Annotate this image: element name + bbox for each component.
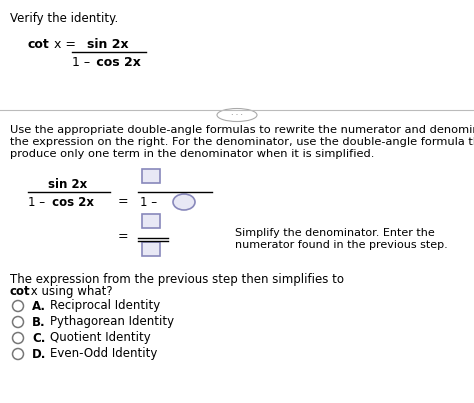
Text: produce only one term in the denominator when it is simplified.: produce only one term in the denominator… bbox=[10, 149, 374, 159]
Text: B.: B. bbox=[32, 316, 46, 328]
Text: D.: D. bbox=[32, 347, 46, 361]
Text: x =: x = bbox=[50, 38, 76, 51]
Text: =: = bbox=[118, 230, 128, 243]
Text: sin 2x: sin 2x bbox=[87, 38, 129, 51]
Text: 1 –: 1 – bbox=[28, 196, 45, 209]
Text: 1 –: 1 – bbox=[140, 196, 157, 209]
Text: Verify the identity.: Verify the identity. bbox=[10, 12, 118, 25]
FancyBboxPatch shape bbox=[142, 214, 160, 228]
Text: cot: cot bbox=[10, 285, 31, 298]
Text: Quotient Identity: Quotient Identity bbox=[50, 332, 151, 345]
Text: cos 2x: cos 2x bbox=[92, 56, 141, 69]
Text: cot: cot bbox=[28, 38, 50, 51]
Text: C.: C. bbox=[32, 332, 46, 345]
Text: numerator found in the previous step.: numerator found in the previous step. bbox=[235, 240, 448, 250]
Text: the expression on the right. For the denominator, use the double-angle formula t: the expression on the right. For the den… bbox=[10, 137, 474, 147]
Text: The expression from the previous step then simplifies to: The expression from the previous step th… bbox=[10, 273, 348, 286]
Text: 1 –: 1 – bbox=[72, 56, 90, 69]
Text: · · ·: · · · bbox=[231, 110, 243, 120]
Text: A.: A. bbox=[32, 299, 46, 312]
Text: Reciprocal Identity: Reciprocal Identity bbox=[50, 299, 160, 312]
FancyBboxPatch shape bbox=[142, 169, 160, 183]
FancyBboxPatch shape bbox=[142, 242, 160, 256]
Text: Use the appropriate double-angle formulas to rewrite the numerator and denominat: Use the appropriate double-angle formula… bbox=[10, 125, 474, 135]
Text: sin 2x: sin 2x bbox=[48, 178, 88, 191]
Ellipse shape bbox=[173, 194, 195, 210]
Text: cos 2x: cos 2x bbox=[48, 196, 94, 209]
Text: =: = bbox=[118, 195, 128, 208]
Text: Simplify the denominator. Enter the: Simplify the denominator. Enter the bbox=[235, 228, 435, 238]
Text: x using what?: x using what? bbox=[27, 285, 113, 298]
Text: Even-Odd Identity: Even-Odd Identity bbox=[50, 347, 157, 361]
Text: Pythagorean Identity: Pythagorean Identity bbox=[50, 316, 174, 328]
